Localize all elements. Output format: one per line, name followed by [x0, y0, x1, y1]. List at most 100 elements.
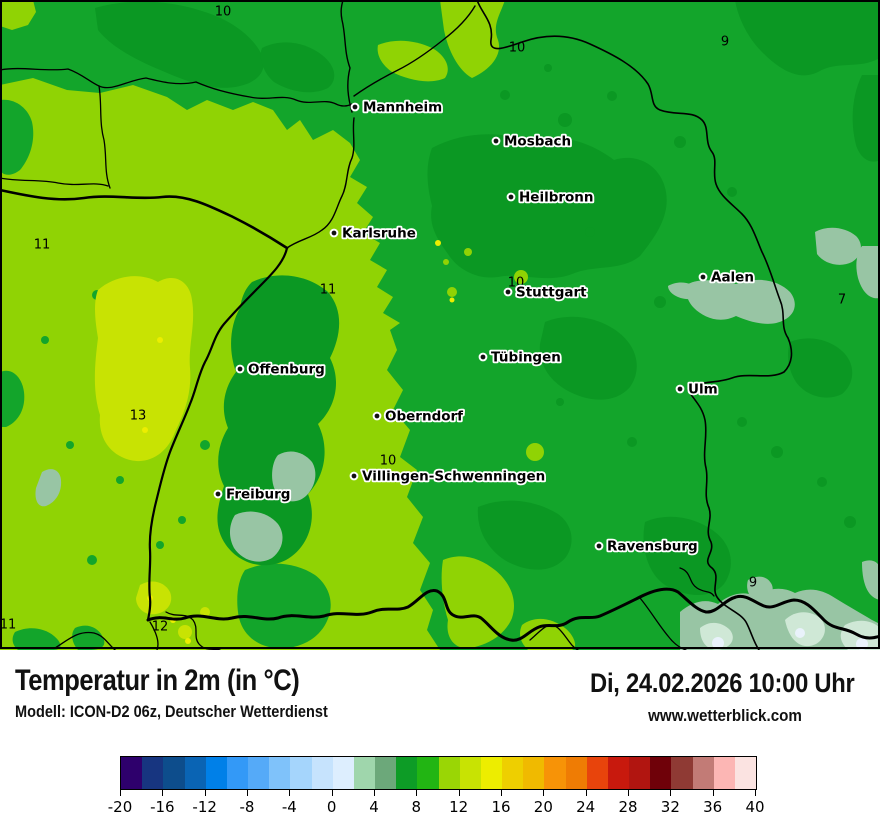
legend-tick: [162, 790, 164, 796]
city-dot-icon: [350, 102, 360, 112]
city-label: Mannheim: [363, 100, 442, 116]
temp-label-10: 10: [380, 454, 397, 469]
border-hessen: [353, 5, 476, 97]
city-label: Stuttgart: [516, 285, 587, 301]
legend-tick-label: 32: [660, 798, 680, 816]
city-ulm: Ulm: [675, 380, 719, 399]
legend-cell-24: [586, 757, 608, 789]
legend-tick-label: 28: [618, 798, 638, 816]
legend-tick-label: 12: [449, 798, 469, 816]
city-dot-icon: [349, 471, 359, 481]
legend-tick: [543, 790, 545, 796]
border-rhine-mannheim-north: [340, 0, 353, 113]
legend-tick: [289, 790, 291, 796]
city-ravensburg: Ravensburg: [594, 537, 700, 556]
city-dot-icon: [506, 192, 516, 202]
city-heilbronn: Heilbronn: [506, 188, 595, 207]
legend-cell-4: [375, 757, 397, 789]
city-label: Villingen-Schwenningen: [362, 469, 545, 485]
city-label: Heilbronn: [519, 190, 594, 206]
legend-cell--6: [269, 757, 291, 789]
legend-tick: [204, 790, 206, 796]
temperature-legend: -20 -16 -12 -8 -4 0 4 8 12 16 20 24 28 32 36 40: [108, 756, 765, 818]
legend-tick-label: -8: [239, 798, 255, 816]
regions-light-yellow-green: [94, 276, 210, 639]
city-label: Freiburg: [226, 487, 290, 503]
legend-tick: [120, 790, 121, 796]
border-rhine-karlsruhe-mannheim: [286, 117, 355, 249]
border-bavaria: [476, 0, 793, 650]
legend-cell-20: [544, 757, 566, 789]
temp-label-11: 11: [0, 618, 16, 633]
city-label: Karlsruhe: [342, 226, 416, 242]
temp-label-10: 10: [215, 5, 232, 20]
legend-tick: [416, 790, 418, 796]
border-rhine: [146, 246, 289, 622]
weather-map: 10 10 9 11 10 11 7 13 10 11 12 9 Mannheim Mosbach Hei…: [0, 0, 880, 650]
city-label: Ravensburg: [607, 539, 698, 555]
city-dot-icon: [594, 541, 604, 551]
legend-cell-12: [459, 757, 481, 789]
city-mosbach: Mosbach: [491, 132, 573, 151]
legend-cell-2: [353, 757, 376, 789]
legend-cell--16: [163, 757, 185, 789]
city-label: Oberndorf: [385, 409, 463, 425]
city-dot-icon: [372, 411, 382, 421]
city-aalen: Aalen: [698, 268, 756, 287]
city-dot-icon: [698, 272, 708, 282]
temp-label-11: 11: [34, 238, 51, 253]
legend-cell-28: [629, 757, 651, 789]
city-stuttgart: Stuttgart: [503, 283, 589, 302]
legend-tick: [501, 790, 502, 796]
city-freiburg: Freiburg: [213, 485, 292, 504]
legend-cell-34: [692, 757, 714, 789]
city-label: Tübingen: [491, 350, 561, 366]
map-borders: [0, 0, 880, 650]
legend-tick-label: 16: [491, 798, 511, 816]
legend-cell--20: [121, 757, 143, 789]
legend-tick-label: 4: [369, 798, 379, 816]
border-france-north: [0, 188, 289, 250]
legend-tick-label: -4: [281, 798, 297, 816]
map-title: Temperatur in 2m (in °C): [15, 664, 300, 697]
legend-tick-label: 8: [411, 798, 422, 816]
city-dot-icon: [329, 228, 339, 238]
legend-cell--8: [248, 757, 270, 789]
border-palatinate: [0, 67, 353, 107]
legend-tick-label: 20: [533, 798, 553, 816]
city-oberndorf: Oberndorf: [372, 407, 465, 426]
temp-label-10: 10: [509, 41, 526, 56]
map-canvas: 10 10 9 11 10 11 7 13 10 11 12 9 Mannheim Mosbach Hei…: [0, 0, 880, 650]
border-schaffhausen-b: [165, 611, 221, 650]
city-dot-icon: [491, 136, 501, 146]
legend-cell-38: [734, 757, 757, 789]
legend-tick: [712, 790, 714, 796]
model-info: Modell: ICON-D2 06z, Deutscher Wetterdie…: [15, 703, 328, 721]
legend-colorbar: [120, 756, 757, 790]
temp-label-11: 11: [320, 283, 337, 298]
legend-cell-8: [417, 757, 439, 789]
legend-cell-22: [565, 757, 587, 789]
website-url: www.wetterblick.com: [648, 707, 802, 725]
legend-tick-label: -12: [192, 798, 217, 816]
city-label: Ulm: [688, 382, 718, 398]
legend-cell-26: [607, 757, 630, 789]
legend-tick-label: 40: [745, 798, 765, 816]
legend-cell-18: [523, 757, 545, 789]
city-dot-icon: [478, 352, 488, 362]
legend-cell--12: [205, 757, 227, 789]
legend-cell--4: [290, 757, 312, 789]
border-palatinate-vertical: [98, 85, 111, 189]
temp-label-7: 7: [838, 293, 846, 308]
temp-label-10: 10: [508, 276, 525, 291]
city-karlsruhe: Karlsruhe: [329, 224, 418, 243]
temp-label-12: 12: [152, 620, 169, 635]
city-tubingen: Tübingen: [478, 348, 563, 367]
legend-cell-10: [438, 757, 460, 789]
legend-cell--2: [311, 757, 333, 789]
city-dot-icon: [235, 364, 245, 374]
legend-tick: [374, 790, 375, 796]
city-label: Aalen: [711, 270, 754, 286]
regions-gray-green: [35, 227, 880, 650]
